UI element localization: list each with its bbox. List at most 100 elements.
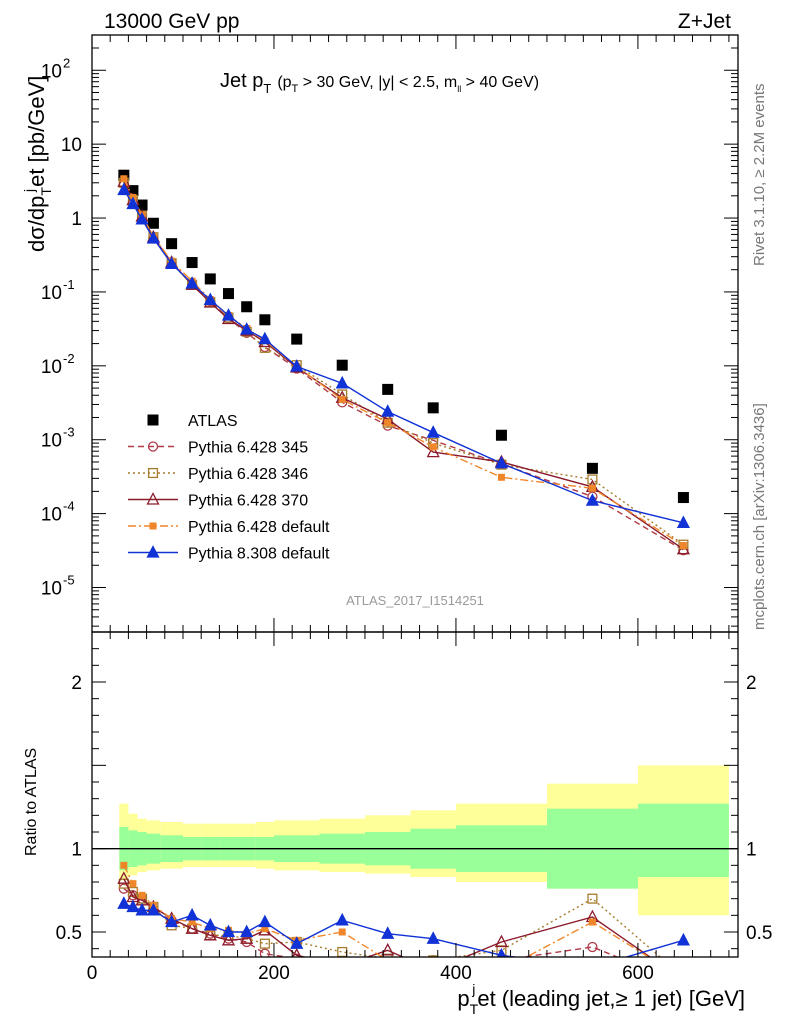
p346-main-point-15 — [587, 474, 598, 485]
p8def-main-point-5 — [185, 276, 199, 289]
p6def-main-point-16 — [679, 542, 687, 550]
p345-ratio-point-12 — [383, 961, 392, 970]
xlabel: pTjet (leading jet,≥ 1 jet) [GeV] — [457, 981, 745, 1017]
main-y-tick-exp-2: 2 — [63, 55, 70, 70]
ratio-uncertainty-bands — [119, 765, 729, 916]
p370-ratio-point-0 — [117, 871, 131, 884]
p8def-ratio-point-14 — [496, 947, 507, 957]
header-right: Z+Jet — [678, 10, 731, 33]
p345-ratio-line — [123, 888, 620, 957]
legend-marker-p346 — [147, 467, 159, 479]
atlas-main-point-4 — [166, 238, 178, 250]
p8def-main-point-0 — [117, 182, 131, 196]
p8def-main-point-12 — [381, 404, 395, 417]
main-y-tick-exp--4: -4 — [63, 499, 75, 514]
main-y-tick-exp--5: -5 — [63, 573, 75, 588]
p8def-ratio-point-11 — [335, 912, 349, 926]
ratio-y-tick-label-right-0.5: 0.5 — [746, 923, 772, 944]
p370-ratio-line — [123, 878, 652, 957]
p8def-ratio-point-7 — [221, 924, 236, 938]
p8def-main-point-7 — [221, 308, 236, 321]
p370-ratio-point-6 — [203, 927, 217, 941]
p370-ratio-point-11 — [337, 959, 348, 970]
ratio-y-tick-label-right-1: 1 — [746, 840, 757, 861]
p8def-main-point-8 — [240, 322, 254, 335]
p346-ratio-point-16 — [679, 973, 688, 982]
ratio-ylabel: Ratio to ATLAS — [23, 748, 40, 856]
p8def-ratio-point-4 — [165, 914, 179, 928]
legend-label-p346: Pythia 6.428 346 — [188, 466, 308, 483]
atlas-main-point-15 — [586, 462, 598, 474]
legend-label-p6def: Pythia 6.428 default — [188, 519, 330, 536]
x-tick-label-400: 400 — [440, 963, 472, 984]
legend-label-atlas: ATLAS — [188, 413, 238, 430]
p6def-ratio-point-2 — [138, 891, 146, 899]
main-y-tick-label-2: 10 — [41, 61, 62, 82]
p346-ratio-point-13 — [428, 955, 439, 957]
p8def-main-point-1 — [126, 196, 140, 210]
atlas-main-point-13 — [427, 402, 439, 414]
p8def-main-point-2 — [135, 211, 149, 225]
p346-ratio-point-12 — [382, 953, 393, 957]
p6def-main-point-13 — [429, 443, 437, 451]
atlas-main-point-10 — [291, 333, 303, 345]
p370-ratio-point-5 — [185, 921, 199, 934]
p8def-ratio-point-16 — [676, 932, 690, 946]
p6def-ratio-point-16 — [680, 975, 687, 982]
rivet-label: Rivet 3.1.10, ≥ 2.2M events — [751, 84, 768, 267]
main-y-tick-label--3: 10 — [41, 431, 62, 452]
atlas-main-point-12 — [382, 383, 394, 395]
main-y-tick-label--5: 10 — [41, 579, 62, 600]
p8def-main-point-14 — [494, 455, 509, 469]
p8def-ratio-point-9 — [258, 914, 272, 928]
atlas-main-point-16 — [677, 492, 689, 504]
x-tick-label-200: 200 — [258, 963, 290, 984]
p370-ratio-point-14 — [494, 934, 509, 948]
p370-ratio-point-8 — [240, 931, 254, 944]
p346-ratio-point-15 — [587, 893, 598, 904]
x-tick-label-600: 600 — [622, 963, 654, 984]
p6def-ratio-point-9 — [261, 925, 269, 933]
legend-marker-p370 — [146, 492, 160, 505]
main-y-tick-label--2: 10 — [41, 357, 62, 378]
p8def-main-point-16 — [676, 515, 690, 529]
atlas-main-point-1 — [127, 185, 139, 197]
p8def-ratio-point-0 — [117, 896, 131, 909]
main-y-tick-exp--1: -1 — [63, 277, 75, 292]
main-y-tick-exp--2: -2 — [63, 351, 75, 366]
p6def-main-point-0 — [120, 175, 128, 183]
legend: ATLAS Pythia 6.428 345 Pythia 6.428 346 Pyt… — [128, 413, 330, 563]
p8def-ratio-point-13 — [426, 931, 440, 944]
p370-ratio-point-13 — [428, 964, 439, 975]
p8def-ratio-point-10 — [290, 936, 304, 949]
main-y-tick-exp--3: -3 — [63, 425, 75, 440]
legend-label-p370: Pythia 6.428 370 — [188, 493, 308, 510]
p8def-ratio-point-3 — [146, 902, 160, 916]
atlas-main-point-14 — [495, 429, 507, 441]
p8def-ratio-point-2 — [135, 902, 149, 916]
atlas-main-point-3 — [147, 217, 159, 229]
p6def-main-point-11 — [338, 396, 346, 404]
p370-ratio-point-10 — [291, 947, 302, 957]
ratio-y-tick-label-1: 1 — [71, 840, 82, 861]
main-y-tick-label--4: 10 — [41, 505, 62, 526]
legend-marker-p345 — [147, 441, 159, 452]
p8def-ratio-point-12 — [381, 926, 395, 939]
p8def-main-point-3 — [146, 231, 160, 244]
p8def-ratio-point-15 — [587, 961, 598, 972]
legend-label-p8def: Pythia 8.308 default — [188, 546, 330, 563]
main-panel-series — [117, 169, 690, 556]
p8def-ratio-point-1 — [126, 899, 140, 913]
p345-ratio-point-15 — [587, 941, 598, 953]
p345-ratio-point-9 — [259, 948, 271, 957]
p370-ratio-point-12 — [381, 942, 395, 956]
p6def-ratio-point-15 — [588, 918, 596, 926]
main-y-tick-label-0: 1 — [71, 209, 82, 230]
atlas-main-point-6 — [204, 273, 216, 285]
p8def-main-point-9 — [258, 331, 272, 345]
p6def-main-point-15 — [588, 484, 596, 492]
p370-ratio-point-16 — [678, 974, 689, 985]
p8def-main-point-13 — [426, 425, 440, 438]
p6def-ratio-point-13 — [430, 962, 437, 969]
p346-ratio-point-9 — [259, 938, 270, 949]
